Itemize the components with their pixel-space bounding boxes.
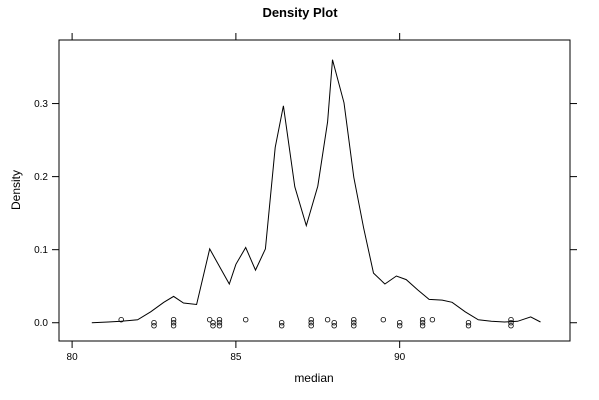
y-tick-label: 0.2 bbox=[34, 172, 48, 183]
rug-point bbox=[465, 323, 472, 329]
rug-point bbox=[324, 317, 331, 323]
rug-point bbox=[397, 320, 403, 326]
rug-point bbox=[216, 323, 223, 329]
x-tick-label: 85 bbox=[230, 352, 242, 363]
x-tick-label: 80 bbox=[67, 352, 79, 363]
rug-points bbox=[118, 317, 514, 329]
rug-point bbox=[419, 323, 426, 329]
rug-point bbox=[216, 320, 223, 326]
rug-point bbox=[380, 317, 386, 323]
rug-point bbox=[118, 317, 124, 323]
rug-point bbox=[210, 320, 216, 326]
rug-point bbox=[508, 320, 514, 326]
rug-point bbox=[170, 323, 177, 329]
rug-point bbox=[242, 317, 249, 323]
rug-point bbox=[279, 323, 285, 329]
rug-point bbox=[308, 317, 314, 323]
density-line bbox=[91, 59, 541, 324]
rug-point bbox=[429, 317, 436, 323]
rug-point bbox=[279, 320, 285, 326]
rug-point bbox=[308, 323, 314, 329]
rug-point bbox=[331, 320, 337, 326]
rug-point bbox=[351, 320, 357, 326]
y-axis: 0.0 0.1 0.2 0.3 bbox=[34, 99, 577, 329]
rug-point bbox=[151, 320, 157, 326]
rug-point bbox=[508, 317, 514, 323]
rug-point bbox=[351, 323, 357, 329]
rug-point bbox=[206, 317, 213, 323]
rug-point bbox=[351, 317, 357, 323]
y-tick-label: 0.3 bbox=[34, 99, 48, 110]
rug-point bbox=[508, 323, 514, 329]
chart-title: Density Plot bbox=[262, 5, 338, 20]
x-tick-label: 90 bbox=[394, 352, 406, 363]
rug-point bbox=[210, 323, 216, 329]
plot-frame bbox=[58, 39, 571, 342]
rug-point bbox=[419, 317, 426, 323]
x-axis: 80 85 90 bbox=[67, 33, 406, 363]
rug-point bbox=[170, 320, 177, 326]
rug-point bbox=[308, 320, 314, 326]
rug-point bbox=[397, 323, 403, 329]
rug-point bbox=[331, 323, 337, 329]
x-axis-label: median bbox=[294, 371, 333, 385]
rug-point bbox=[170, 317, 177, 323]
rug-point bbox=[216, 317, 223, 323]
rug-point bbox=[419, 320, 426, 326]
y-tick-label: 0.0 bbox=[34, 318, 48, 329]
y-axis-label: Density bbox=[9, 170, 23, 210]
rug-point bbox=[151, 323, 157, 329]
y-tick-label: 0.1 bbox=[34, 245, 48, 256]
rug-point bbox=[465, 320, 472, 326]
